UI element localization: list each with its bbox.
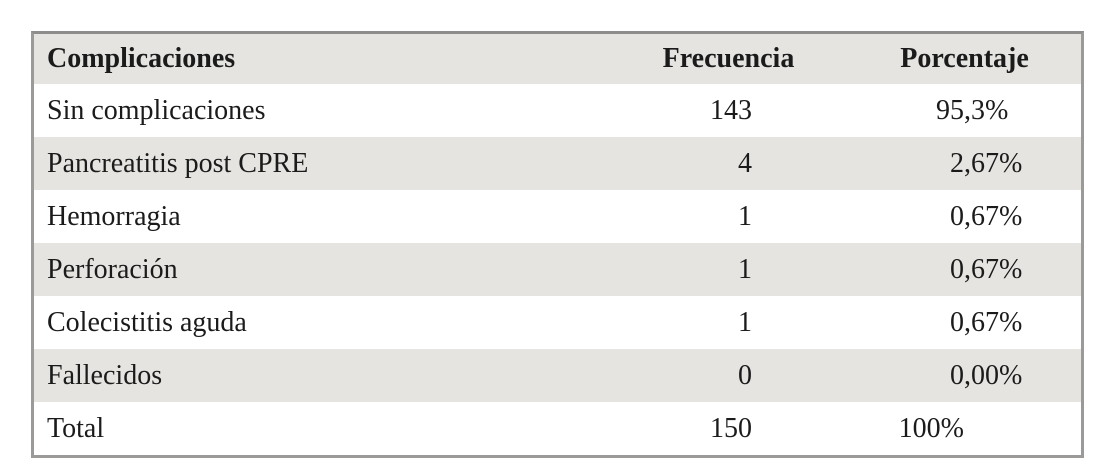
row-label: Colecistitis aguda — [34, 296, 609, 349]
row-percentage: 0,67% — [848, 243, 1081, 296]
row-frequency: 1 — [609, 243, 848, 296]
row-frequency: 150 — [609, 402, 848, 455]
percentage-integer-part: 0 — [950, 359, 964, 391]
row-frequency: 4 — [609, 137, 848, 190]
row-percentage: 0,67% — [848, 296, 1081, 349]
percentage-fraction-part: ,00% — [964, 359, 1023, 391]
percentage-integer-part: 0 — [950, 306, 964, 338]
percentage-fraction-part: ,3% — [964, 94, 1009, 126]
row-frequency: 1 — [609, 190, 848, 243]
percentage-fraction-part: ,67% — [964, 306, 1023, 338]
row-percentage: 2,67% — [848, 137, 1081, 190]
row-label: Sin complicaciones — [34, 84, 609, 137]
percentage-integer-part: 95 — [936, 94, 964, 126]
row-label: Total — [34, 402, 609, 455]
row-percentage: 95,3% — [848, 84, 1081, 137]
table-row: Colecistitis aguda 1 0,67% — [34, 296, 1081, 349]
row-percentage: 100% — [848, 402, 1081, 455]
row-label: Pancreatitis post CPRE — [34, 137, 609, 190]
percentage-integer-part: 0 — [950, 253, 964, 285]
row-frequency: 143 — [609, 84, 848, 137]
complications-table: Complicaciones Frecuencia Porcentaje Sin… — [34, 34, 1081, 455]
table-row: Hemorragia 1 0,67% — [34, 190, 1081, 243]
percentage-integer-part: 2 — [950, 147, 964, 179]
percentage-integer-part: 100% — [898, 412, 964, 444]
table-row: Pancreatitis post CPRE 4 2,67% — [34, 137, 1081, 190]
row-label: Perforación — [34, 243, 609, 296]
row-label: Hemorragia — [34, 190, 609, 243]
table-row: Perforación 1 0,67% — [34, 243, 1081, 296]
table-header-row: Complicaciones Frecuencia Porcentaje — [34, 34, 1081, 84]
row-percentage: 0,67% — [848, 190, 1081, 243]
table-row: Sin complicaciones 143 95,3% — [34, 84, 1081, 137]
column-header-frecuencia: Frecuencia — [609, 34, 848, 84]
column-header-complicaciones: Complicaciones — [34, 34, 609, 84]
percentage-fraction-part: ,67% — [964, 200, 1023, 232]
table-row: Fallecidos 0 0,00% — [34, 349, 1081, 402]
table-body: Sin complicaciones 143 95,3% Pancreatiti… — [34, 84, 1081, 455]
row-frequency: 1 — [609, 296, 848, 349]
column-header-porcentaje: Porcentaje — [848, 34, 1081, 84]
percentage-integer-part: 0 — [950, 200, 964, 232]
complications-table-frame: Complicaciones Frecuencia Porcentaje Sin… — [31, 31, 1084, 458]
percentage-fraction-part: ,67% — [964, 253, 1023, 285]
percentage-fraction-part: ,67% — [964, 147, 1023, 179]
row-percentage: 0,00% — [848, 349, 1081, 402]
row-label: Fallecidos — [34, 349, 609, 402]
table-row: Total 150 100% — [34, 402, 1081, 455]
row-frequency: 0 — [609, 349, 848, 402]
